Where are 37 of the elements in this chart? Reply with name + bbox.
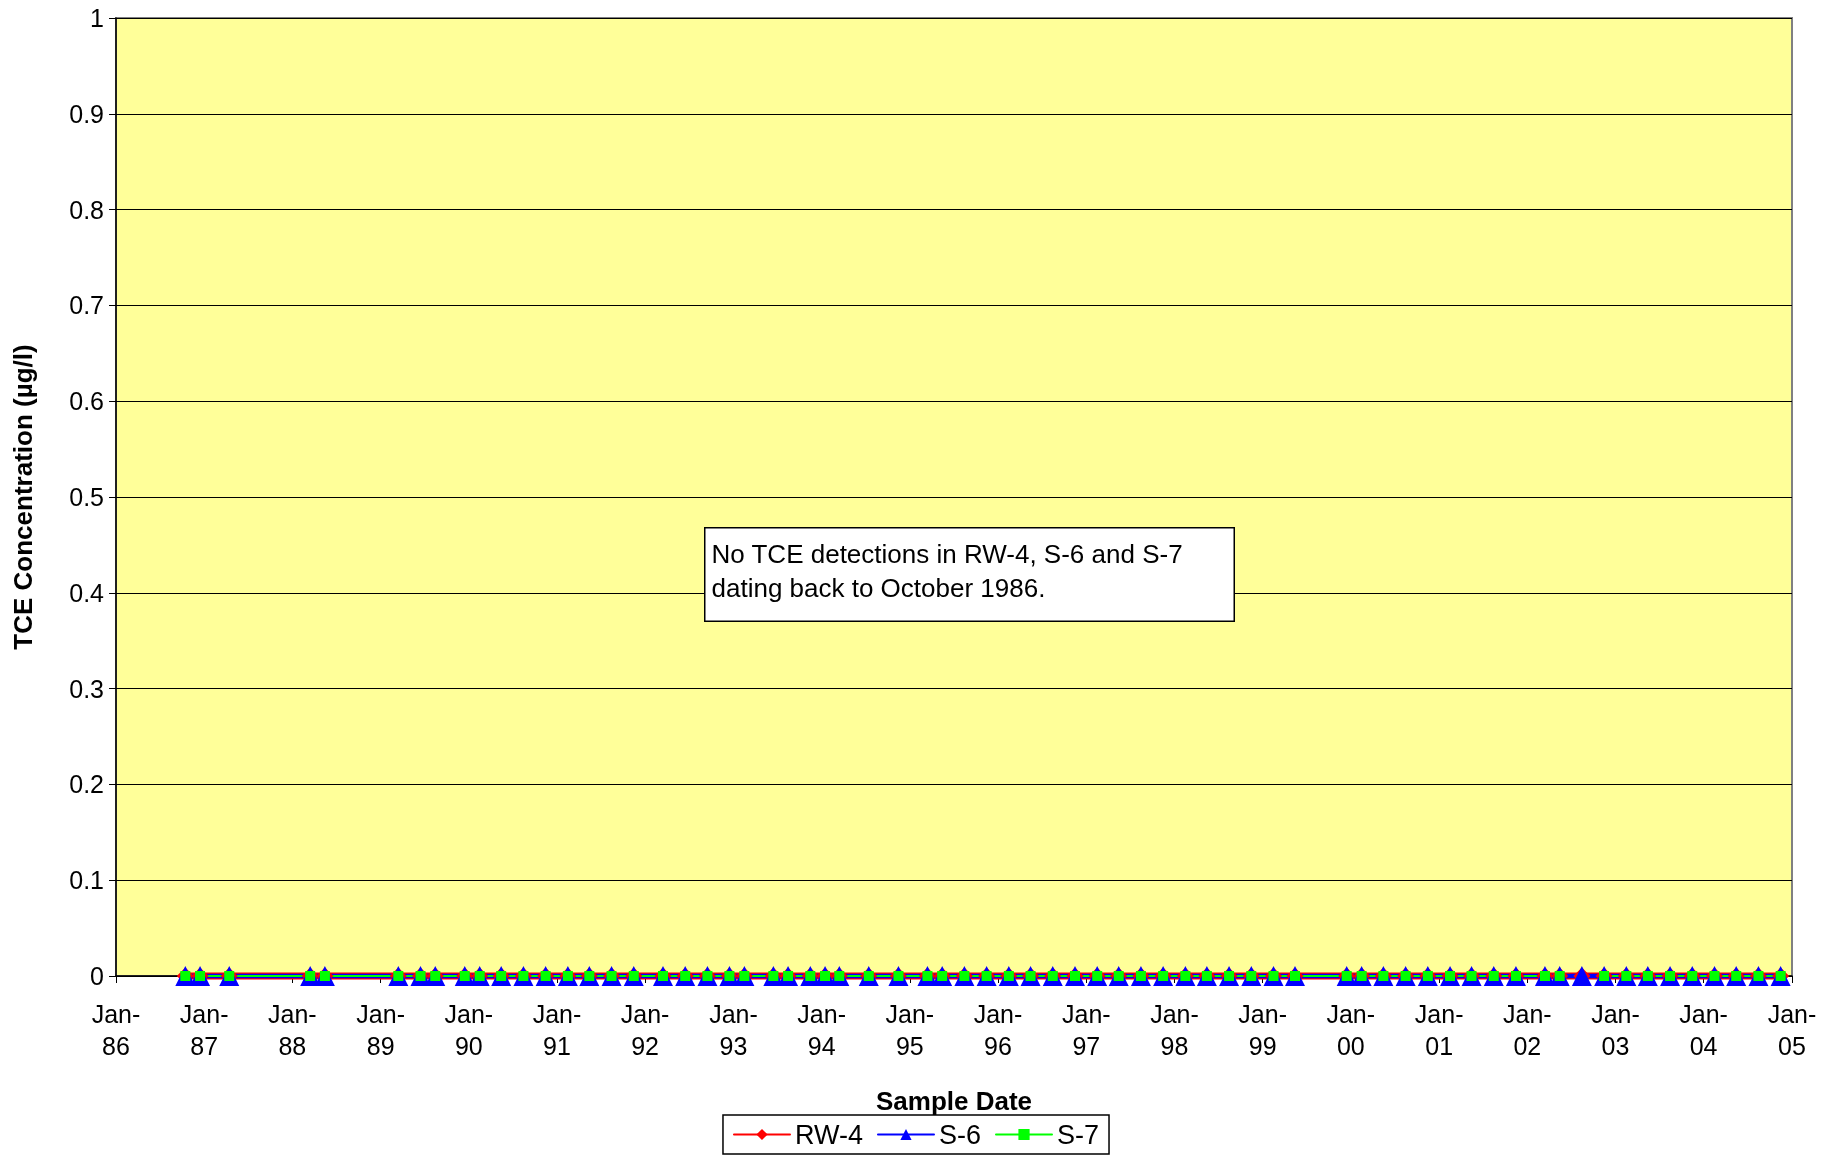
y-tick-label: 0.7 [69,291,104,320]
x-tick-label: Jan-95 [885,1000,935,1060]
x-tick-label: Jan-89 [356,1000,405,1060]
x-tick-label: Jan-99 [1238,1000,1287,1060]
legend-label: S-7 [1057,1119,1100,1150]
x-tick-label: Jan-93 [709,1000,758,1060]
x-tick-label: Jan-05 [1767,1000,1817,1060]
x-tick-label: Jan-87 [179,1000,229,1060]
y-tick-label: 0.1 [69,866,104,895]
annotation: No TCE detections in RW-4, S-6 and S-7 dating back to October 1986. [711,538,1190,603]
x-tick-label: Jan-98 [1150,1000,1199,1060]
x-tick-label: Jan-86 [91,1000,141,1060]
x-tick-label: Jan-01 [1414,1000,1464,1060]
y-tick-label: 0.9 [69,99,104,128]
y-tick-label: 0.2 [69,770,104,799]
legend-label: RW-4 [794,1119,863,1150]
y-tick-label: 0.3 [69,674,104,703]
x-axis-title: Sample Date [875,1086,1033,1116]
y-tick-label: 0.5 [69,483,104,511]
y-tick-label: 1 [90,4,104,32]
x-tick-label: Jan-03 [1591,1000,1640,1060]
y-tick-label: 0.6 [69,387,104,416]
x-tick-label: Jan-00 [1326,1000,1376,1060]
y-tick-label: 0.8 [69,195,104,224]
y-tick-label: 0 [90,962,104,990]
x-tick-label: Jan-90 [444,1000,494,1060]
x-tick-label: Jan-91 [532,1000,582,1060]
x-tick-label: Jan-97 [1062,1000,1111,1060]
x-tick-label: Jan-94 [797,1000,846,1060]
legend-label: S-6 [938,1119,982,1150]
x-tick-label: Jan-92 [620,1000,670,1060]
x-tick-label: Jan-02 [1503,1000,1552,1060]
x-tick-label: Jan-96 [973,1000,1023,1060]
y-axis-title: TCE Concentration (µg/l) [8,344,38,650]
x-tick-label: Jan-04 [1679,1000,1728,1060]
y-tick-label: 0.4 [69,578,105,607]
x-tick-label: Jan-88 [267,1000,317,1060]
